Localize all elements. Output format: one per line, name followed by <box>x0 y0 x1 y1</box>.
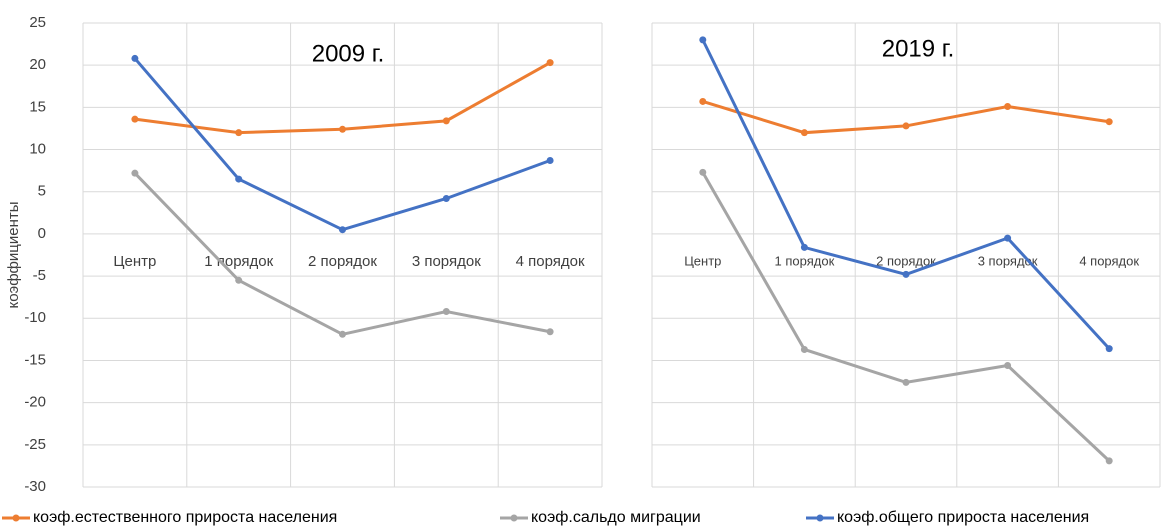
data-point <box>339 125 346 133</box>
y-tick-label: 15 <box>29 98 46 115</box>
chart-title: 2019 г. <box>882 35 955 62</box>
data-point <box>339 330 346 338</box>
data-point <box>902 122 910 130</box>
data-point <box>235 129 243 137</box>
data-point <box>1004 362 1012 370</box>
x-tick-label: 2 порядок <box>308 253 377 270</box>
y-axis-label: коэффициенты <box>5 201 22 308</box>
series-line <box>134 61 551 135</box>
data-point <box>800 345 808 353</box>
x-tick-label: 4 порядок <box>1079 253 1139 268</box>
legend-dot <box>12 514 20 522</box>
data-point <box>442 194 450 202</box>
data-point <box>1105 118 1113 126</box>
x-tick-label: 1 порядок <box>204 253 273 270</box>
x-tick-label: 4 порядок <box>516 253 585 270</box>
series-line <box>133 57 551 232</box>
y-tick-label: 20 <box>29 56 46 73</box>
chart-title: 2009 г. <box>312 40 385 67</box>
data-point <box>235 276 243 284</box>
series-line <box>701 171 1111 462</box>
legend-label: коэф.общего прироста населения <box>837 509 1089 526</box>
data-point <box>1004 234 1012 242</box>
data-point <box>1105 345 1113 353</box>
series-line <box>701 39 1111 350</box>
data-point <box>442 117 450 125</box>
y-tick-label: -10 <box>24 309 46 326</box>
legend-label: коэф.сальдо миграции <box>531 509 701 526</box>
legend-dot <box>816 514 824 522</box>
data-point <box>699 168 707 176</box>
data-point <box>546 328 554 336</box>
y-tick-label: 25 <box>29 14 46 31</box>
x-tick-label: 2 порядок <box>876 253 936 268</box>
data-point <box>235 175 243 183</box>
data-point <box>800 243 808 251</box>
x-tick-label: 3 порядок <box>412 253 481 270</box>
x-tick-label: 1 порядок <box>775 253 835 268</box>
y-tick-label: 5 <box>38 183 46 200</box>
data-point <box>902 270 910 278</box>
data-point <box>902 378 910 386</box>
y-tick-label: -30 <box>24 478 46 495</box>
data-point <box>1004 103 1012 111</box>
x-tick-label: Центр <box>684 253 721 268</box>
data-point <box>131 54 139 62</box>
y-tick-label: -5 <box>33 267 46 284</box>
data-point <box>131 115 139 123</box>
y-tick-label: -25 <box>24 436 46 453</box>
y-tick-label: 0 <box>38 225 46 242</box>
x-tick-label: 3 порядок <box>978 253 1038 268</box>
data-point <box>131 169 139 177</box>
data-point <box>699 36 707 44</box>
legend-dot <box>510 514 518 522</box>
data-point <box>800 129 808 137</box>
data-point <box>1105 457 1113 465</box>
data-point <box>699 97 707 105</box>
data-point <box>339 226 346 234</box>
y-tick-label: -15 <box>24 351 46 368</box>
x-tick-label: Центр <box>113 253 156 270</box>
y-tick-label: -20 <box>24 394 46 411</box>
data-point <box>442 308 450 316</box>
y-tick-label: 10 <box>29 141 46 158</box>
legend-label: коэф.естественного прироста населения <box>33 509 337 526</box>
data-point <box>546 59 554 67</box>
data-point <box>546 157 554 165</box>
